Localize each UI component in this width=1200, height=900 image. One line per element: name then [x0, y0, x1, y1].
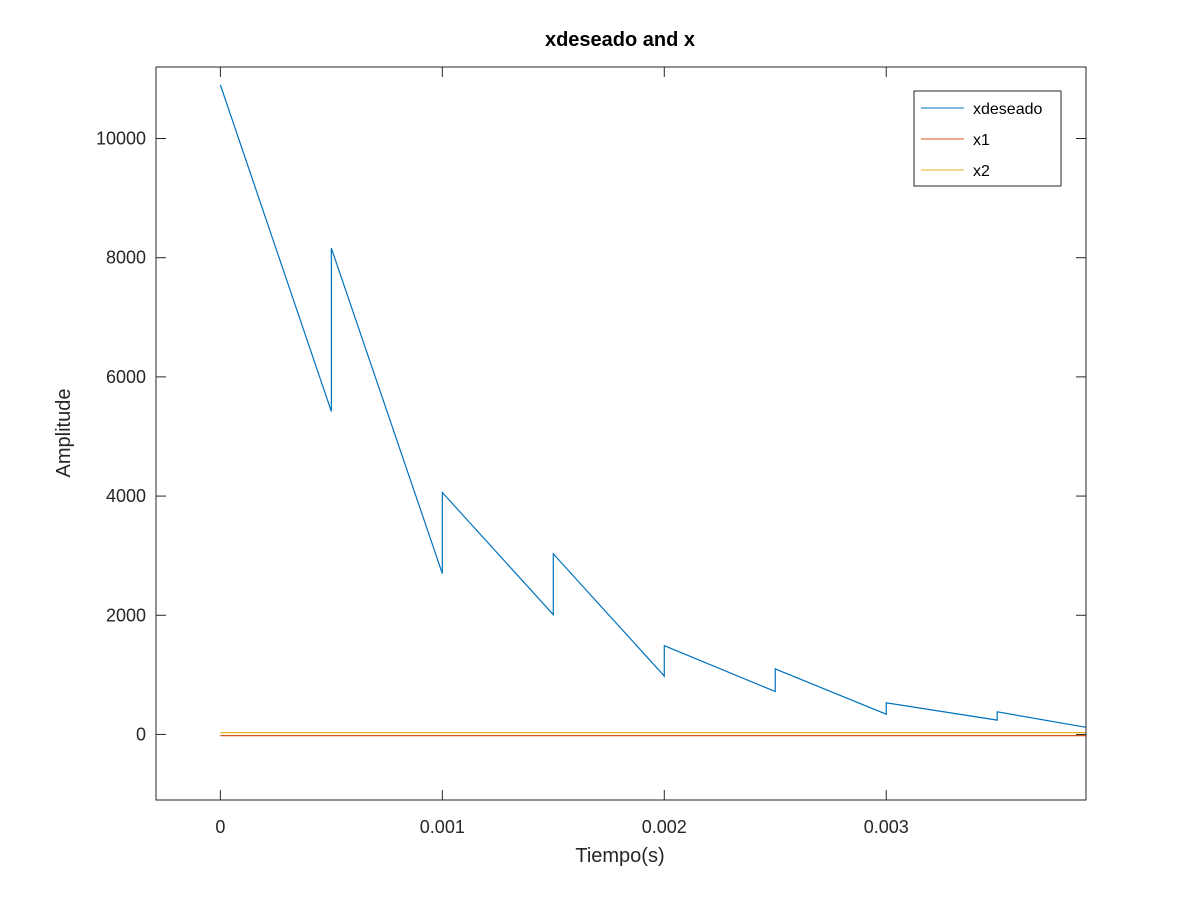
x-tick-label: 0.002: [642, 817, 687, 837]
legend: xdeseado x1 x2: [913, 90, 1062, 187]
tick-layer: 0 0.001 0.002 0.003 0 2000 4000 6000 8000 10000: [96, 67, 1086, 837]
legend-label-xdeseado: xdeseado: [973, 101, 1042, 118]
x-axis-label: Tiempo(s): [575, 845, 664, 867]
y-tick-label: 8000: [106, 248, 146, 268]
legend-label-x2: x2: [973, 163, 990, 180]
x-tick-label: 0.003: [864, 817, 909, 837]
y-tick-label: 4000: [106, 486, 146, 506]
y-tick-label: 10000: [96, 129, 146, 149]
y-tick-label: 6000: [106, 367, 146, 387]
chart-title: xdeseado and x: [545, 29, 695, 51]
x-tick-label: 0: [215, 817, 225, 837]
x-tick-label: 0.001: [420, 817, 465, 837]
y-axis-label: Amplitude: [53, 389, 75, 478]
legend-label-x1: x1: [973, 132, 990, 149]
y-tick-label: 0: [136, 724, 146, 744]
axes-box: [155, 66, 1087, 801]
plot-area: [156, 67, 1086, 800]
y-tick-label: 2000: [106, 605, 146, 625]
series-line-xdeseado: [219, 84, 1087, 728]
series-layer: [219, 84, 1087, 737]
